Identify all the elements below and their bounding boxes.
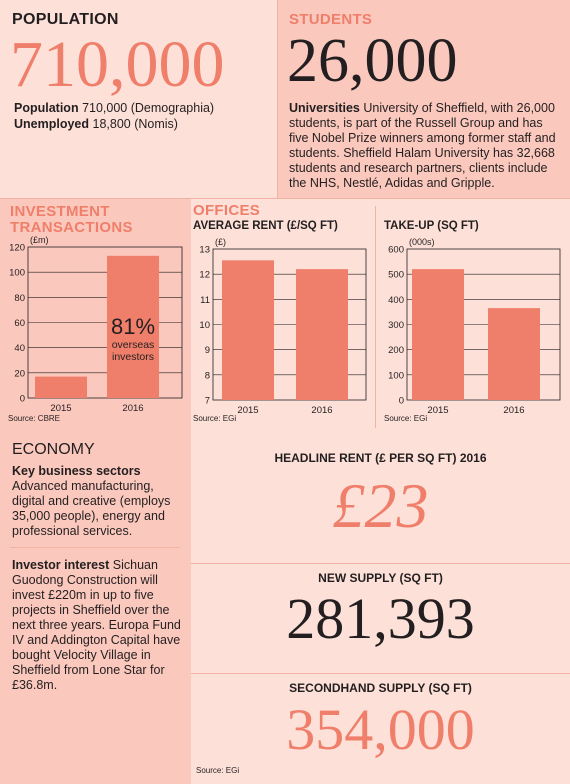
bar-2016 (107, 255, 159, 398)
y-tick-label: 500 (388, 270, 404, 281)
bar-2016 (296, 269, 348, 400)
investor-label: Investor interest (12, 558, 110, 572)
students-heading: STUDENTS (289, 11, 373, 28)
avg-rent-title: AVERAGE RENT (£/SQ FT) (193, 220, 338, 232)
offices-heading: OFFICES (193, 202, 261, 219)
investor-block: Investor interest Sichuan Guodong Constr… (12, 558, 184, 693)
sectors-text: Advanced manufacturing, digital and crea… (12, 479, 171, 538)
population-panel (0, 0, 277, 198)
secondhand-supply-label: SECONDHAND SUPPLY (SQ FT) (289, 681, 472, 695)
y-tick-label: 10 (199, 320, 210, 331)
y-tick-label: 120 (9, 243, 25, 254)
bar-2015 (412, 269, 464, 400)
y-tick-label: 80 (14, 293, 25, 304)
unit-label: (£m) (30, 236, 49, 245)
population-big-number: 710,000 (10, 28, 225, 101)
y-tick-label: 100 (388, 370, 404, 381)
students-text: Universities University of Sheffield, wi… (289, 101, 564, 191)
y-tick-label: 20 (14, 368, 25, 379)
investment-chart: 0 20 40 60 80 100 120 2015 2016 (£m) 81%overseasin… (9, 236, 183, 414)
y-tick-label: 300 (388, 320, 404, 331)
population-heading: POPULATION (12, 11, 119, 28)
bar-2015 (35, 376, 87, 398)
headline-rent-value: £23 (332, 470, 429, 541)
x-tick-label: 2016 (122, 403, 143, 414)
unemployed-value: 18,800 (Nomis) (92, 117, 178, 131)
take-up-title: TAKE-UP (SQ FT) (384, 220, 479, 232)
unemployed-label: Unemployed (14, 117, 90, 131)
students-big-number: 26,000 (287, 27, 458, 95)
x-tick-label: 2016 (503, 405, 524, 414)
y-tick-label: 200 (388, 345, 404, 356)
secondhand-supply-value: 354,000 (286, 697, 475, 762)
divider (191, 563, 570, 564)
annotation-line1: overseas (112, 339, 155, 351)
population-line: Population 710,000 (Demographia) (14, 101, 214, 116)
y-tick-label: 0 (20, 394, 25, 405)
economy-heading: ECONOMY (12, 441, 95, 458)
y-tick-label: 8 (205, 370, 210, 381)
y-tick-label: 11 (200, 295, 210, 306)
y-tick-label: 100 (9, 268, 25, 279)
investment-heading-line1: INVESTMENT (10, 203, 110, 220)
unit-label: (£) (215, 237, 226, 247)
divider (10, 547, 180, 548)
take-up-source: Source: EGi (384, 414, 428, 423)
sectors-label: Key business sectors (12, 464, 141, 478)
investment-source: Source: CBRE (8, 414, 61, 423)
new-supply-label: NEW SUPPLY (SQ FT) (318, 571, 443, 585)
universities-label: Universities (289, 101, 360, 115)
divider (277, 0, 278, 198)
annotation-value: 81% (111, 314, 155, 339)
divider (375, 206, 376, 428)
bottom-source: Source: EGi (196, 766, 240, 775)
y-tick-label: 400 (388, 295, 404, 306)
avg-rent-chart: 7 8 9 10 11 12 13 2015 2016 (£) (199, 237, 367, 414)
unemployed-line: Unemployed 18,800 (Nomis) (14, 117, 178, 132)
take-up-chart: 0 100 200 300 400 500 600 2015 2016 (000s) (388, 237, 561, 414)
divider (0, 198, 570, 199)
y-tick-label: 40 (14, 343, 25, 354)
new-supply-value: 281,393 (286, 586, 475, 651)
y-tick-label: 13 (199, 245, 210, 256)
y-tick-label: 12 (199, 270, 210, 281)
y-tick-label: 0 (399, 396, 404, 407)
y-tick-label: 600 (388, 245, 404, 256)
unit-label: (000s) (409, 237, 435, 247)
x-tick-label: 2015 (50, 403, 71, 414)
x-tick-label: 2015 (237, 405, 258, 414)
y-tick-label: 9 (205, 345, 210, 356)
offices-source: Source: EGi (193, 414, 237, 423)
population-value: 710,000 (Demographia) (82, 101, 215, 115)
investment-heading: INVESTMENT TRANSACTIONS (10, 204, 133, 236)
x-tick-label: 2016 (311, 405, 332, 414)
headline-rent-label: HEADLINE RENT (£ PER SQ FT) 2016 (274, 451, 487, 465)
annotation-line2: investors (112, 351, 154, 363)
bar-2016 (488, 308, 540, 400)
investment-heading-line2: TRANSACTIONS (10, 219, 133, 236)
y-tick-label: 7 (205, 396, 210, 407)
population-label: Population (14, 101, 79, 115)
sectors-block: Key business sectors Advanced manufactur… (12, 464, 184, 539)
bar-2015 (222, 260, 274, 400)
x-tick-label: 2015 (427, 405, 448, 414)
investor-text: Sichuan Guodong Construction will invest… (12, 558, 181, 692)
divider (191, 673, 570, 674)
universities-text: University of Sheffield, with 26,000 stu… (289, 101, 556, 190)
supply-panel (191, 433, 570, 784)
y-tick-label: 60 (14, 318, 25, 329)
